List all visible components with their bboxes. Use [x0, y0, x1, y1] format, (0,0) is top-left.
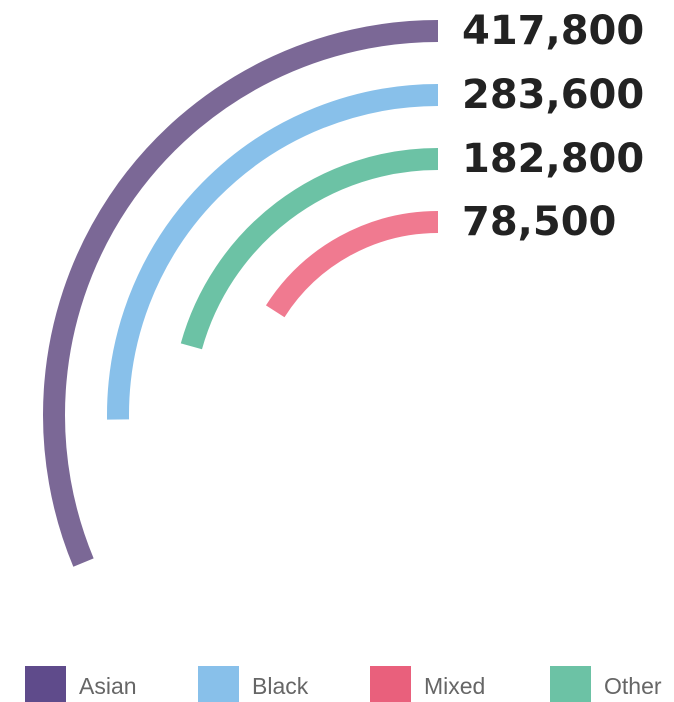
arc-bar	[43, 20, 439, 567]
value-label: 78,500	[462, 199, 616, 245]
legend-label: Mixed	[424, 673, 485, 699]
legend-label: Black	[252, 673, 309, 699]
legend-swatch	[370, 666, 411, 702]
legend-label: Other	[604, 673, 662, 699]
arc-bar	[107, 84, 439, 420]
legend-label: Asian	[79, 673, 137, 699]
value-label: 182,800	[462, 136, 644, 182]
legend-swatch	[25, 666, 66, 702]
arc-bar	[180, 148, 439, 350]
legend-swatch	[198, 666, 239, 702]
value-label: 417,800	[462, 8, 644, 54]
value-label: 283,600	[462, 72, 644, 118]
legend-swatch	[550, 666, 591, 702]
arc-bar	[265, 211, 439, 318]
